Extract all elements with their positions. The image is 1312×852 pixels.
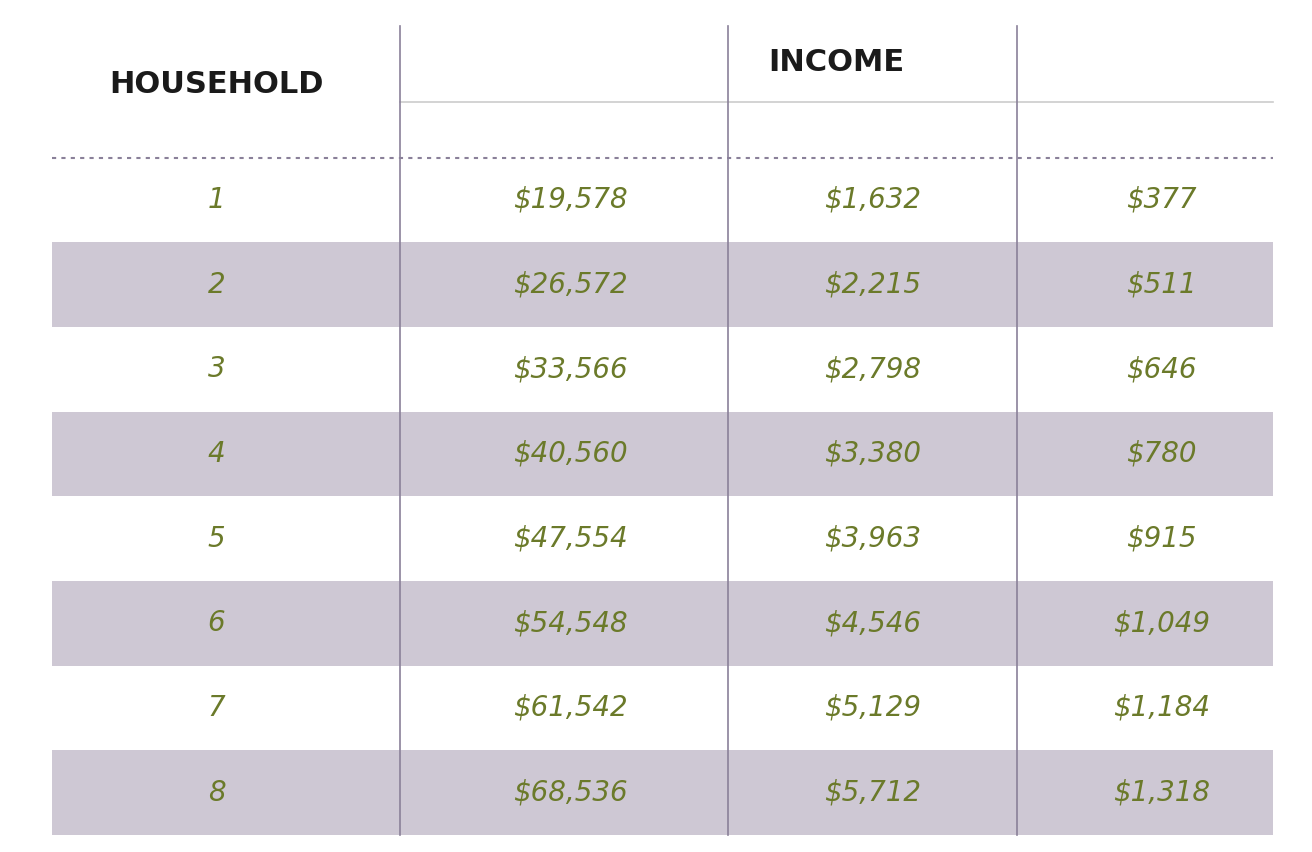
Text: 6: 6 [207,609,226,637]
Text: 2: 2 [207,271,226,298]
Text: $47,554: $47,554 [513,525,628,553]
Text: $511: $511 [1126,271,1197,298]
Text: $33,566: $33,566 [513,355,628,383]
Text: $40,560: $40,560 [513,440,628,468]
Text: $646: $646 [1126,355,1197,383]
Text: 4: 4 [207,440,226,468]
Text: $3,963: $3,963 [824,525,921,553]
Bar [52,412,1273,496]
Text: 5: 5 [207,525,226,553]
Text: 3: 3 [207,355,226,383]
Text: $61,542: $61,542 [513,694,628,722]
Bar [52,581,1273,665]
Text: $780: $780 [1126,440,1197,468]
Text: 8: 8 [207,779,226,807]
Text: $19,578: $19,578 [513,186,628,214]
Text: $26,572: $26,572 [513,271,628,298]
Text: $5,129: $5,129 [824,694,921,722]
Text: $2,798: $2,798 [824,355,921,383]
Text: $1,318: $1,318 [1113,779,1210,807]
Text: $2,215: $2,215 [824,271,921,298]
Text: HOUSEHOLD: HOUSEHOLD [109,71,324,100]
Text: $377: $377 [1126,186,1197,214]
Bar [52,751,1273,835]
Text: $3,380: $3,380 [824,440,921,468]
Text: $1,049: $1,049 [1113,609,1210,637]
Text: $4,546: $4,546 [824,609,921,637]
Text: INCOME: INCOME [769,48,904,77]
Text: $1,184: $1,184 [1113,694,1210,722]
Text: $915: $915 [1126,525,1197,553]
Text: $54,548: $54,548 [513,609,628,637]
Text: 7: 7 [207,694,226,722]
Bar [52,242,1273,327]
Text: $1,632: $1,632 [824,186,921,214]
Text: 1: 1 [207,186,226,214]
Text: $5,712: $5,712 [824,779,921,807]
Text: $68,536: $68,536 [513,779,628,807]
